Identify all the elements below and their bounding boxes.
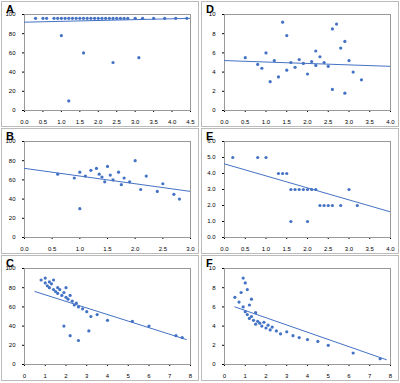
svg-text:7: 7: [168, 373, 172, 379]
svg-text:4.0: 4.0: [386, 119, 395, 125]
svg-text:3: 3: [285, 373, 289, 379]
svg-text:2: 2: [212, 342, 216, 348]
svg-text:2.5: 2.5: [159, 246, 168, 252]
svg-text:6: 6: [347, 373, 351, 379]
svg-text:0.5: 0.5: [241, 119, 250, 125]
html-text:B: B: [6, 130, 14, 142]
svg-text:2.0: 2.0: [131, 246, 140, 252]
svg-text:60: 60: [9, 50, 16, 56]
svg-text:0: 0: [12, 361, 16, 367]
svg-text:3.0: 3.0: [345, 246, 354, 252]
svg-text:2: 2: [212, 88, 216, 94]
svg-text:1.0: 1.0: [262, 119, 271, 125]
svg-text:2.5: 2.5: [324, 119, 333, 125]
svg-text:2.0: 2.0: [303, 246, 312, 252]
svg-text:7: 7: [368, 373, 372, 379]
html-text:C: C: [6, 257, 14, 269]
svg-text:0.0: 0.0: [220, 246, 229, 252]
svg-text:3.5: 3.5: [149, 119, 158, 125]
svg-text:1.0: 1.0: [76, 246, 85, 252]
svg-text:1.0: 1.0: [207, 218, 216, 224]
svg-text:4.0: 4.0: [168, 119, 177, 125]
svg-text:2.5: 2.5: [113, 119, 122, 125]
svg-text:0: 0: [12, 234, 16, 240]
svg-text:1: 1: [244, 373, 248, 379]
html-text:D: D: [206, 3, 214, 15]
svg-text:1.5: 1.5: [103, 246, 112, 252]
svg-text:40: 40: [9, 196, 16, 202]
svg-text:2: 2: [64, 373, 68, 379]
svg-text:80: 80: [9, 158, 16, 164]
svg-text:40: 40: [9, 323, 16, 329]
svg-text:80: 80: [9, 31, 16, 37]
svg-text:3.0: 3.0: [345, 119, 354, 125]
svg-text:2.0: 2.0: [94, 119, 103, 125]
svg-text:4.5: 4.5: [186, 119, 195, 125]
svg-text:0.5: 0.5: [48, 246, 57, 252]
svg-text:8: 8: [212, 31, 216, 37]
svg-text:3.0: 3.0: [131, 119, 140, 125]
svg-text:1.5: 1.5: [283, 246, 292, 252]
svg-text:4: 4: [106, 373, 110, 379]
svg-text:2.0: 2.0: [207, 202, 216, 208]
svg-text:6: 6: [212, 50, 216, 56]
svg-text:0: 0: [212, 361, 216, 367]
svg-text:1.5: 1.5: [76, 119, 85, 125]
svg-text:4: 4: [306, 373, 310, 379]
svg-text:3.0: 3.0: [186, 246, 195, 252]
svg-text:5: 5: [127, 373, 131, 379]
svg-text:0.5: 0.5: [241, 246, 250, 252]
svg-text:20: 20: [9, 342, 16, 348]
svg-text:3.5: 3.5: [366, 246, 375, 252]
svg-text:3: 3: [85, 373, 89, 379]
svg-text:6: 6: [212, 304, 216, 310]
svg-text:2.0: 2.0: [303, 119, 312, 125]
svg-text:0.5: 0.5: [39, 119, 48, 125]
svg-text:1.0: 1.0: [262, 246, 271, 252]
svg-text:3.0: 3.0: [207, 186, 216, 192]
svg-text:0: 0: [12, 107, 16, 113]
svg-text:2: 2: [264, 373, 268, 379]
svg-text:40: 40: [9, 69, 16, 75]
svg-text:20: 20: [9, 215, 16, 221]
svg-text:0.0: 0.0: [20, 119, 29, 125]
svg-text:5: 5: [327, 373, 331, 379]
svg-text:1.5: 1.5: [283, 119, 292, 125]
svg-text:6: 6: [147, 373, 151, 379]
svg-text:8: 8: [189, 373, 193, 379]
svg-text:8: 8: [212, 285, 216, 291]
html-text:E: E: [206, 130, 214, 142]
svg-text:5.0: 5.0: [207, 154, 216, 160]
svg-text:4.0: 4.0: [207, 170, 216, 176]
svg-text:1.0: 1.0: [57, 119, 66, 125]
svg-text:0.0: 0.0: [220, 119, 229, 125]
svg-text:0.0: 0.0: [20, 246, 29, 252]
svg-text:80: 80: [9, 285, 16, 291]
html-text:A: A: [6, 3, 14, 15]
html-text:F: F: [206, 257, 213, 269]
svg-text:0: 0: [223, 373, 227, 379]
svg-text:60: 60: [9, 177, 16, 183]
svg-text:4.0: 4.0: [386, 246, 395, 252]
svg-text:4: 4: [212, 323, 216, 329]
svg-text:0: 0: [212, 107, 216, 113]
svg-text:0: 0: [23, 373, 27, 379]
svg-text:2.5: 2.5: [324, 246, 333, 252]
svg-text:0.0: 0.0: [207, 234, 216, 240]
svg-text:20: 20: [9, 88, 16, 94]
svg-text:3.5: 3.5: [366, 119, 375, 125]
svg-text:4: 4: [212, 69, 216, 75]
svg-text:60: 60: [9, 304, 16, 310]
svg-text:1: 1: [44, 373, 48, 379]
svg-text:8: 8: [389, 373, 393, 379]
